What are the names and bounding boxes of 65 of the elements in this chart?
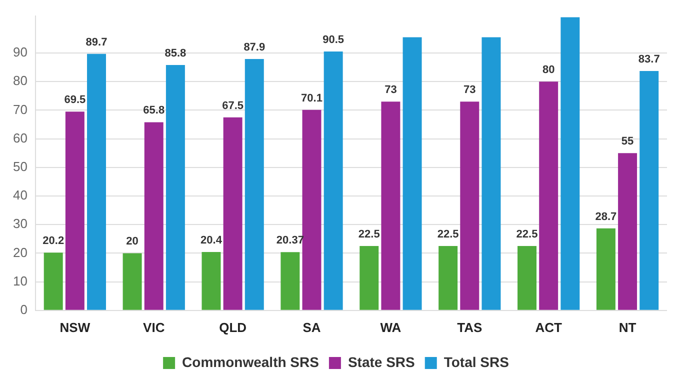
bar [596,228,616,310]
y-tick-label: 50 [12,158,28,174]
data-label: 73 [384,84,397,96]
x-tick-label: QLD [219,320,247,335]
bar [166,64,185,310]
x-tick-label: TAS [457,320,482,335]
x-tick-label: WA [380,320,402,335]
bar [202,252,221,310]
y-tick-label: 40 [12,188,28,203]
x-tick-label: VIC [143,320,166,335]
bar [460,102,480,310]
bar [618,153,638,310]
data-label: 22.5 [437,228,459,241]
data-label: 73 [464,84,476,96]
y-tick-label: 90 [12,44,28,60]
bar [280,252,300,310]
y-tick-label: 10 [12,273,28,288]
data-label: 80 [542,64,555,76]
bar [381,102,400,310]
data-label: 69.5 [64,94,86,106]
data-label: 22.5 [516,228,538,241]
bar [640,71,659,310]
legend-label: State SRS [348,354,415,370]
data-label: 67.5 [222,100,244,112]
y-tick-label: 20 [12,244,28,260]
y-tick-label: 80 [12,73,28,88]
bar [518,246,537,310]
y-tick-label: 0 [20,302,28,317]
bar [122,253,142,310]
data-label: 20.2 [42,235,64,248]
bar [324,52,343,310]
x-tick-label: NSW [60,320,91,335]
legend-label: Commonwealth SRS [182,354,319,370]
bar [402,37,422,310]
bar [539,82,558,310]
bar [87,54,106,310]
data-label: 70.1 [301,92,322,104]
x-tick-label: NT [618,320,636,335]
data-label: 22.5 [358,228,380,241]
y-tick-label: 70 [12,102,28,117]
bar [302,110,322,310]
bar [438,246,458,310]
data-label: 20 [126,236,138,248]
bar [482,37,501,310]
x-tick-label: ACT [535,320,562,335]
data-label: 89.7 [86,36,108,48]
bar [65,112,84,310]
data-label: 20.4 [200,234,223,247]
bar [144,122,164,310]
data-label: 28.7 [595,210,617,223]
bar [244,58,264,310]
y-tick-label: 30 [12,216,28,232]
data-label: 83.7 [638,54,660,66]
x-tick-label: SA [302,320,322,335]
data-label: 65.8 [143,104,165,117]
bar [44,252,63,310]
bar [223,117,242,310]
data-label: 90.5 [322,34,344,46]
bar [360,246,379,310]
data-label: 87.9 [244,42,266,54]
data-label: 55 [621,136,634,148]
legend-label: Total SRS [444,354,509,370]
y-tick-label: 60 [12,130,28,146]
data-label: 85.8 [164,48,186,60]
bar [560,17,580,310]
